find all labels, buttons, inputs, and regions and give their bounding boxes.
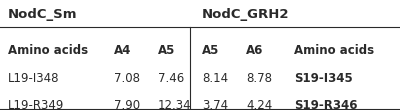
Text: Amino acids: Amino acids [294, 44, 374, 57]
Text: Amino acids: Amino acids [8, 44, 88, 57]
Text: 4.24: 4.24 [246, 99, 272, 110]
Text: 8.78: 8.78 [246, 72, 272, 84]
Text: 8.14: 8.14 [202, 72, 228, 84]
Text: A6: A6 [246, 44, 263, 57]
Text: S19-R346: S19-R346 [294, 99, 358, 110]
Text: L19-R349: L19-R349 [8, 99, 64, 110]
Text: 7.90: 7.90 [114, 99, 140, 110]
Text: A5: A5 [202, 44, 219, 57]
Text: 7.08: 7.08 [114, 72, 140, 84]
Text: A4: A4 [114, 44, 131, 57]
Text: 7.46: 7.46 [158, 72, 184, 84]
Text: NodC_Sm: NodC_Sm [8, 8, 78, 21]
Text: A5: A5 [158, 44, 175, 57]
Text: S19-I345: S19-I345 [294, 72, 353, 84]
Text: 12.34: 12.34 [158, 99, 192, 110]
Text: NodC_GRH2: NodC_GRH2 [202, 8, 290, 21]
Text: 3.74: 3.74 [202, 99, 228, 110]
Text: L19-I348: L19-I348 [8, 72, 60, 84]
